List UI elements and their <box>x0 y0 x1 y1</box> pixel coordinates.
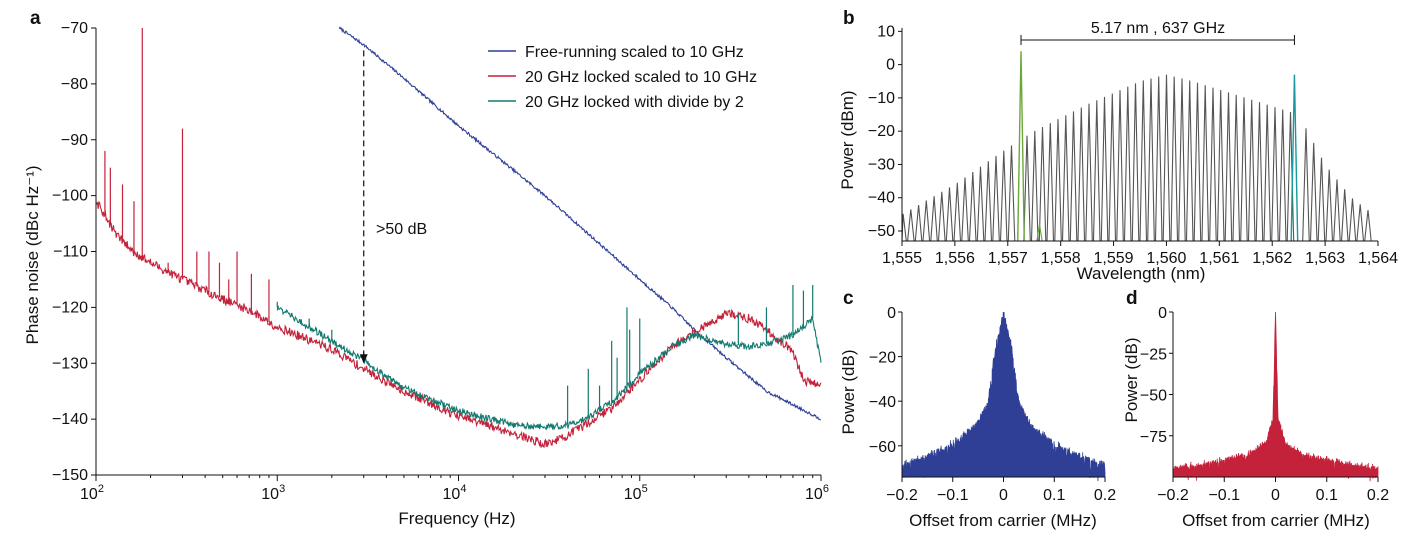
panel-a-xtick-label: 102 <box>80 483 104 503</box>
panel-a-xtick-label: 106 <box>805 483 829 503</box>
c-ytick-label: −40 <box>869 394 896 411</box>
panel-label-b: b <box>843 8 855 29</box>
panel-a-legend: Free-running scaled to 10 GHz 20 GHz loc… <box>488 44 757 111</box>
panel-b-axes: 10 0 −10 −20 −30 −40 −50 1,555 1,556 1,557 1,558 1,… <box>868 23 1398 267</box>
panel-d-chart: 0 −25 −50 −75 −0.2 −0.1 0 0.1 0.2 Offset from ca… <box>1122 305 1389 530</box>
panel-b-xtick-label: 1,562 <box>1252 250 1292 267</box>
panel-a-ytick-label: −130 <box>52 355 88 372</box>
panel-a-ytick-label: −70 <box>61 20 88 37</box>
panel-b-xtick-label: 1,558 <box>1041 250 1081 267</box>
panel-b-xlabel: Wavelength (nm) <box>1077 264 1206 283</box>
panel-a-ytick-label: −90 <box>61 132 88 149</box>
panel-b-xtick-label: 1,561 <box>1199 250 1239 267</box>
panel-b-chart: 10 0 −10 −20 −30 −40 −50 1,555 1,556 1,557 1,558 1,… <box>838 20 1398 283</box>
spectrum-fill <box>1172 311 1379 482</box>
panel-a-ylabel: Phase noise (dBc Hz⁻¹) <box>23 165 42 344</box>
panel-a-annotation-50db: >50 dB <box>376 221 427 238</box>
d-ytick-label: −75 <box>1140 429 1167 446</box>
d-xtick-label: 0 <box>1271 487 1280 504</box>
panel-b-xtick-label: 1,559 <box>1094 250 1134 267</box>
panel-b-ytick-label: −10 <box>868 90 895 107</box>
panel-a-xtick-label: 104 <box>443 483 467 503</box>
c-xtick-label: 0.1 <box>1043 487 1065 504</box>
panel-b-xtick-label: 1,564 <box>1358 250 1398 267</box>
panel-b-ytick-label: 10 <box>877 23 895 40</box>
panel-d-axes: 0 −25 −50 −75 −0.2 −0.1 0 0.1 0.2 <box>1140 305 1389 504</box>
panel-b-ytick-label: −30 <box>868 156 895 173</box>
panel-b-ytick-label: −40 <box>868 190 895 207</box>
c-ytick-label: −60 <box>869 439 896 456</box>
panel-a-ytick-label: −80 <box>61 76 88 93</box>
panel-b-annotation-span: 5.17 nm , 637 GHz <box>1091 20 1225 37</box>
annotation-arrow-head <box>359 354 368 364</box>
c-ytick-label: 0 <box>887 305 896 322</box>
c-xtick-label: −0.1 <box>937 487 969 504</box>
d-ytick-label: −50 <box>1140 388 1167 405</box>
legend-label-divide-by-2: 20 GHz locked with divide by 2 <box>525 94 744 111</box>
panel-a-ytick-label: −110 <box>53 244 88 261</box>
panel-c-data-layer <box>901 311 1106 482</box>
d-xtick-label: 0.2 <box>1367 487 1389 504</box>
d-xtick-label: 0.1 <box>1316 487 1338 504</box>
panel-label-c: c <box>843 288 854 309</box>
c-xtick-label: −0.2 <box>886 487 918 504</box>
spectrum-fill <box>901 311 1106 482</box>
panel-b-xtick-label: 1,557 <box>988 250 1028 267</box>
panel-a-data-layer <box>95 26 822 449</box>
panel-b-ylabel: Power (dBm) <box>838 90 857 189</box>
panel-b-ytick-label: −20 <box>868 123 895 140</box>
d-ytick-label: −25 <box>1140 346 1167 363</box>
series-line-free-running <box>338 26 822 421</box>
c-ytick-label: −20 <box>869 350 896 367</box>
highlighted-comb-line-1 <box>1290 74 1299 242</box>
d-xtick-label: −0.2 <box>1157 487 1189 504</box>
c-xtick-label: 0 <box>999 487 1008 504</box>
panel-d-xlabel: Offset from carrier (MHz) <box>1182 511 1370 530</box>
panel-label-d: d <box>1126 288 1138 309</box>
panel-c-ylabel: Power (dB) <box>839 349 858 434</box>
panel-d-data-layer <box>1172 311 1379 482</box>
series-line-divide-by-2 <box>276 305 822 431</box>
green-sideband <box>1036 224 1043 242</box>
panel-b-ytick-label: −50 <box>868 223 895 240</box>
d-ytick-label: 0 <box>1158 305 1167 322</box>
legend-label-free-running: Free-running scaled to 10 GHz <box>525 44 744 61</box>
panel-a-xtick-label: 103 <box>261 483 285 503</box>
panel-a-ytick-label: −140 <box>52 411 88 428</box>
series-line-locked-20ghz <box>95 200 822 449</box>
panel-b-data-layer <box>901 35 1372 242</box>
panel-b-xtick-label: 1,556 <box>935 250 975 267</box>
panel-a-ytick-label: −150 <box>52 467 88 484</box>
panel-a-ytick-label: −120 <box>52 299 88 316</box>
legend-label-20ghz-locked: 20 GHz locked scaled to 10 GHz <box>525 69 757 86</box>
panel-a-ytick-label: −100 <box>52 188 88 205</box>
c-xtick-label: 0.2 <box>1094 487 1116 504</box>
panel-b-xtick-label: 1,560 <box>1146 250 1186 267</box>
panel-label-a: a <box>30 8 41 29</box>
panel-a-xlabel: Frequency (Hz) <box>398 509 515 528</box>
panel-d-ylabel: Power (dB) <box>1122 337 1141 422</box>
panel-b-xtick-label: 1,555 <box>882 250 922 267</box>
panel-c-chart: 0 −20 −40 −60 −0.2 −0.1 0 0.1 0.2 Offset from ca… <box>839 305 1116 530</box>
panel-a-xtick-label: 105 <box>624 483 648 503</box>
panel-c-axes: 0 −20 −40 −60 −0.2 −0.1 0 0.1 0.2 <box>869 305 1116 504</box>
highlighted-comb-line-0 <box>1017 51 1025 242</box>
panel-b-xtick-label: 1,563 <box>1305 250 1345 267</box>
panel-c-xlabel: Offset from carrier (MHz) <box>909 511 1097 530</box>
d-xtick-label: −0.1 <box>1208 487 1240 504</box>
panel-b-ytick-label: 0 <box>886 57 895 74</box>
comb-spectrum-line <box>901 74 1372 242</box>
